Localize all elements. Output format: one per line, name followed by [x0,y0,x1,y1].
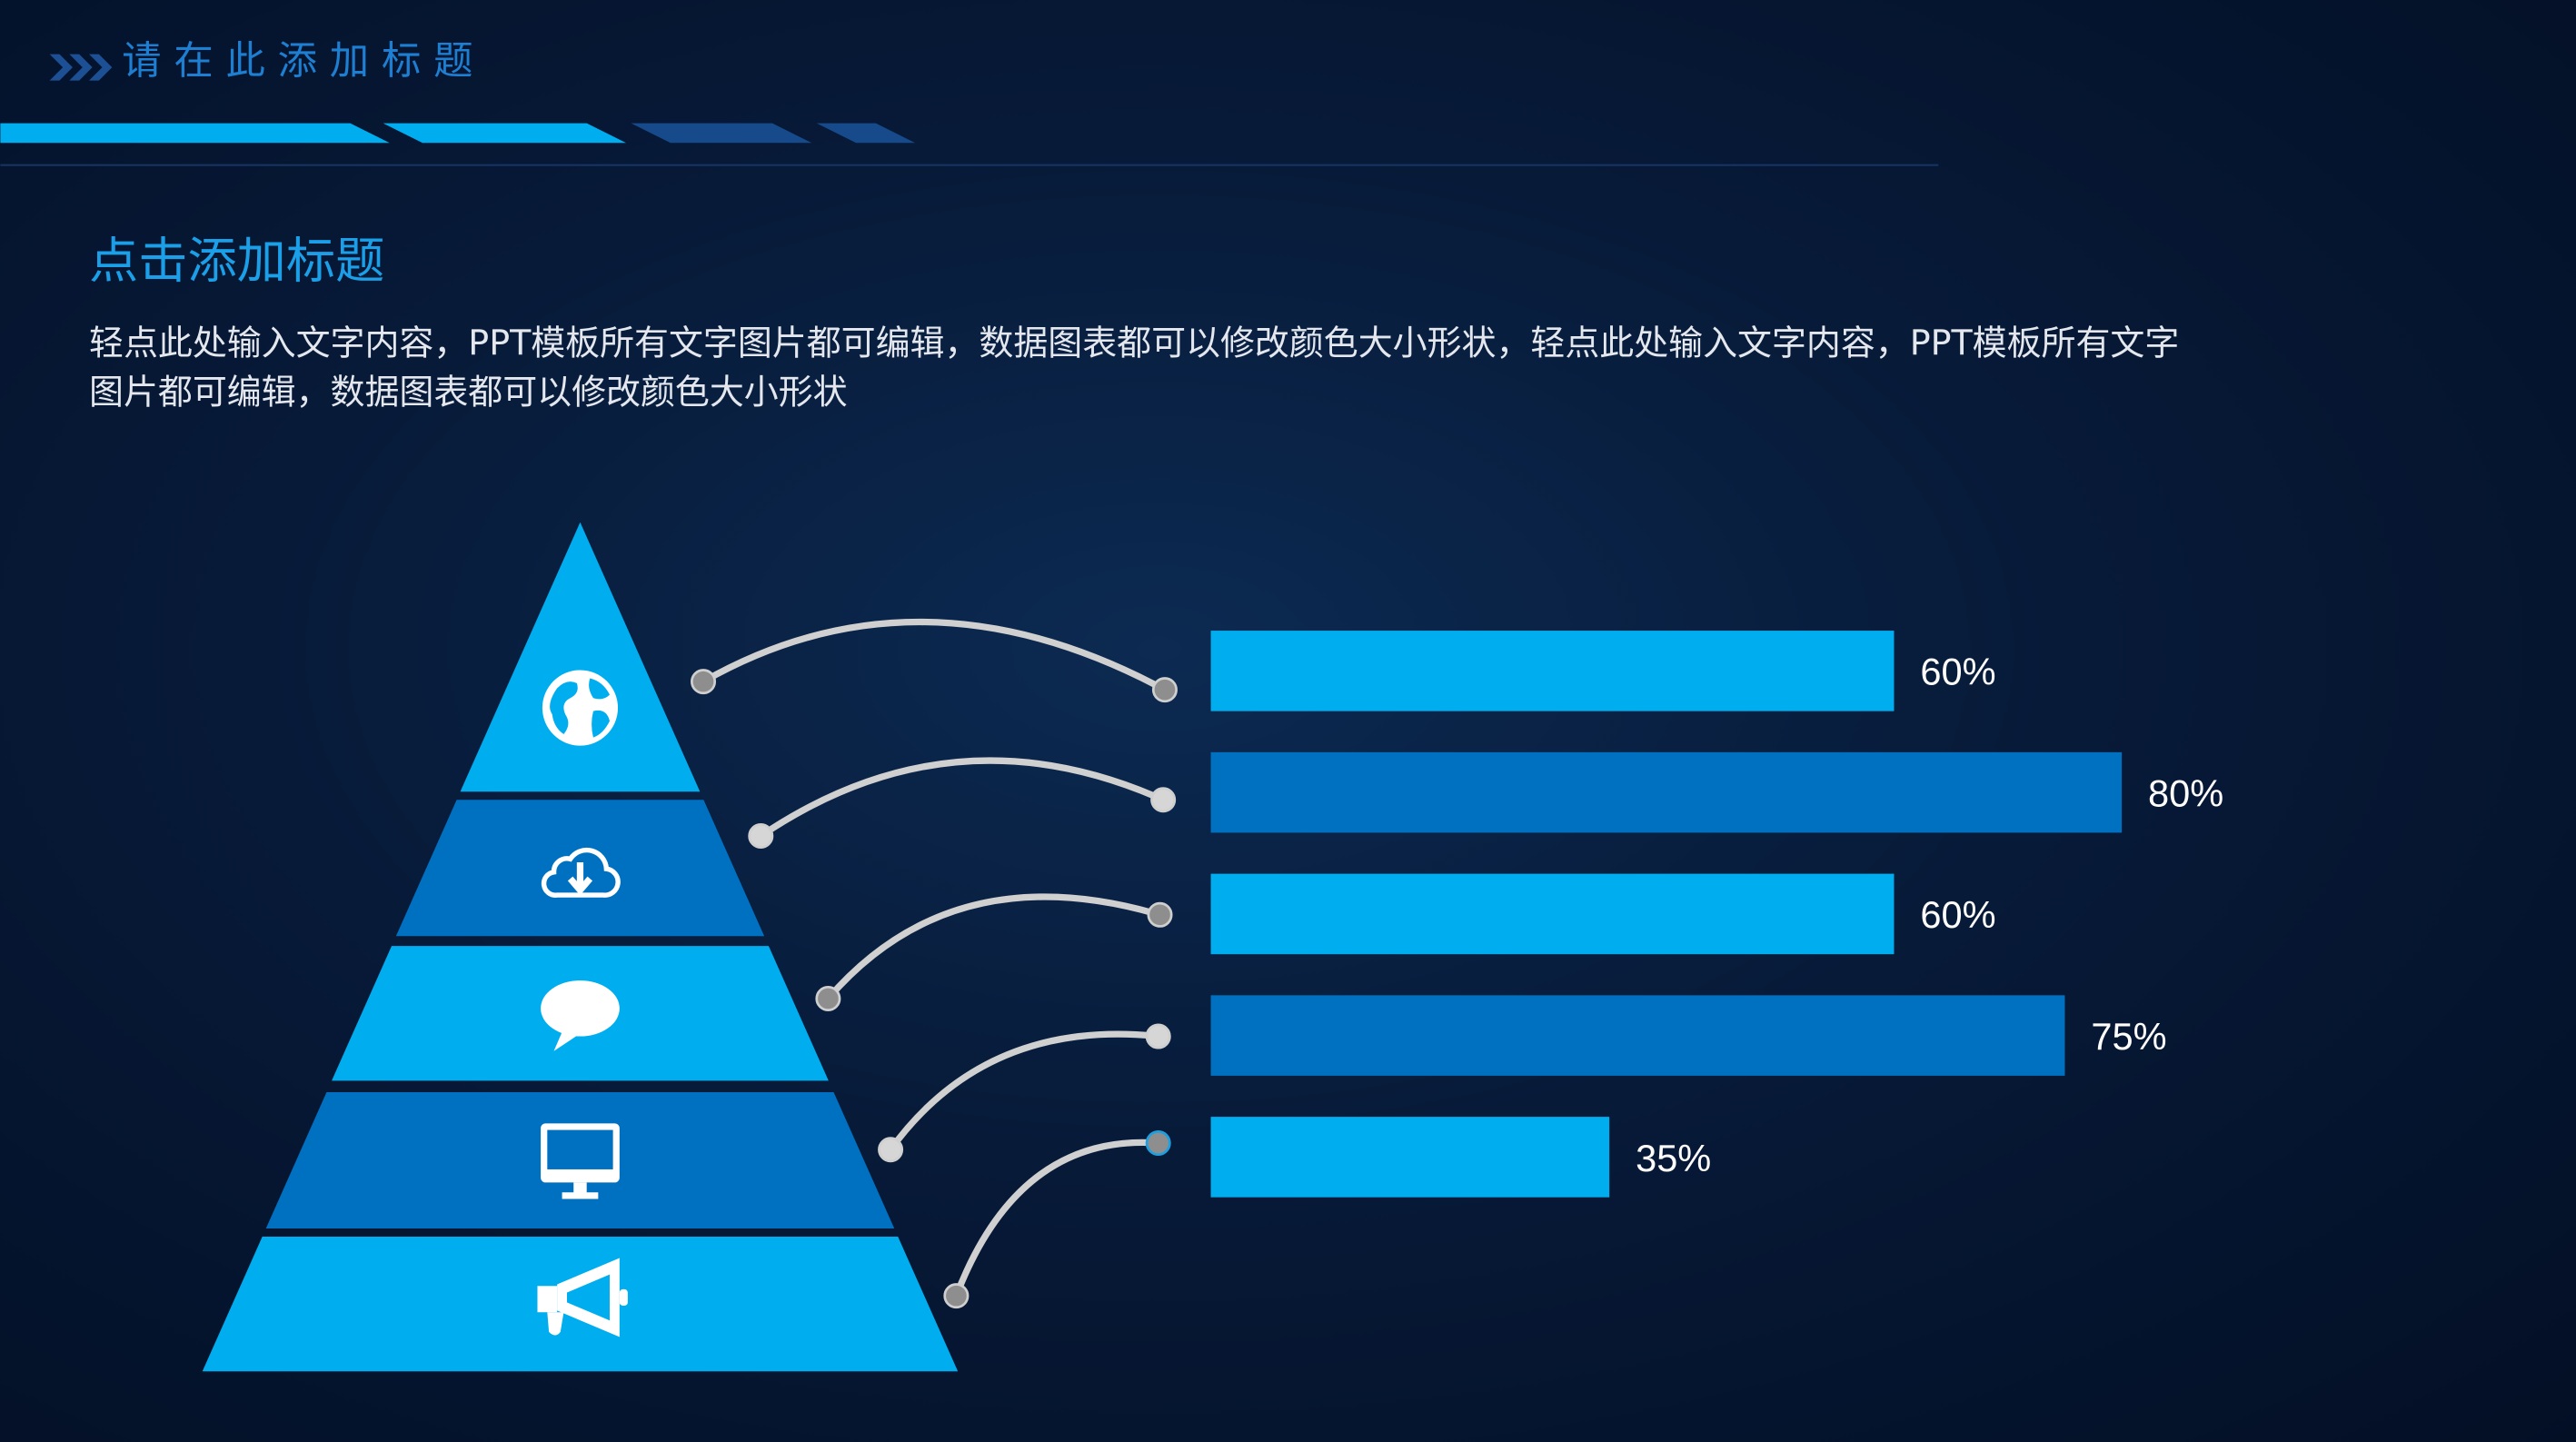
pyramid [202,522,959,1372]
subtitle: 点击添加标题 [89,232,384,289]
pyramid-icons [537,670,628,1338]
bar-2 [1210,751,2123,833]
bar-label-1: 60% [1920,651,1995,693]
bar-label-5: 35% [1636,1137,1711,1179]
connector-dot [748,823,774,850]
chevron-icon [49,54,113,81]
connector-dot [1150,787,1177,813]
pyramid-level-5 [202,1237,959,1372]
bar-4 [1210,995,2065,1076]
connector-dot [691,669,717,695]
connector-dot [1145,1023,1171,1049]
connector-line [953,1139,1159,1298]
bar-label-4: 75% [2091,1015,2166,1058]
connector-dot [1151,677,1178,703]
connector-line [888,1030,1159,1152]
connector-dot [878,1137,904,1163]
connectors [691,618,1178,1309]
connector-line [701,618,1167,693]
monitor-icon [541,1123,620,1199]
connector-dot [1145,1130,1171,1157]
connector-dot [815,985,841,1011]
bar-3 [1210,873,1895,955]
cloud-download-icon [541,847,621,898]
bar-label-3: 60% [1920,893,1995,936]
connector-dot [1147,901,1173,928]
bar-5 [1210,1117,1610,1198]
connector-line [825,893,1161,1001]
globe-icon [542,670,619,746]
connector-line [759,757,1165,840]
header-title: 请 在 此 添 加 标 题 [122,38,472,84]
bar-chart: 60% 80% 60% 75% 35% [1210,631,2223,1198]
bar-label-2: 80% [2148,771,2223,814]
connector-dot [943,1283,970,1309]
body-line-1: 轻点此处输入文字内容，PPT模板所有文字图片都可编辑，数据图表都可以修改颜色大小… [89,323,2179,363]
body-line-2: 图片都可编辑，数据图表都可以修改颜色大小形状 [89,373,848,413]
bar-1 [1210,631,1895,711]
pyramid-level-1 [460,522,701,792]
header-stripes [0,123,916,144]
speech-bubble-icon [541,980,620,1051]
megaphone-icon [537,1258,628,1338]
